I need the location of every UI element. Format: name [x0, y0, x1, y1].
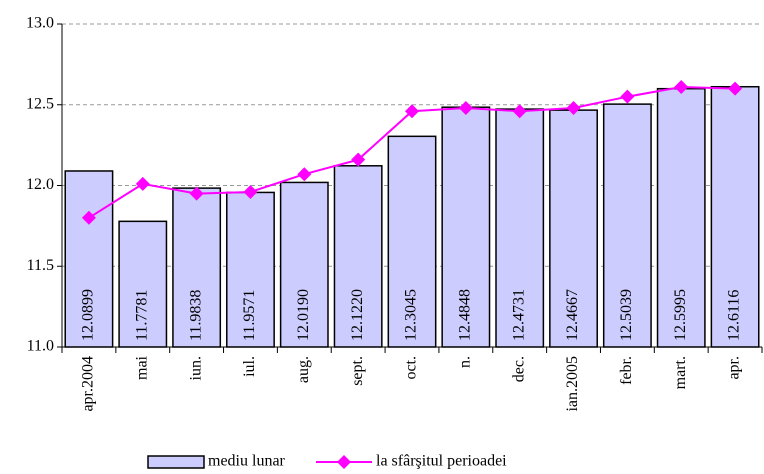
value-label: 11.7781 — [133, 290, 150, 341]
bar — [441, 106, 491, 348]
value-label: 12.6116 — [726, 290, 743, 341]
value-label: 11.9571 — [241, 290, 258, 341]
bar — [279, 181, 329, 348]
marker — [728, 81, 743, 96]
marker — [189, 186, 204, 201]
value-label: 12.5995 — [672, 289, 689, 341]
bar — [64, 170, 114, 348]
y-tick-label: 13.0 — [26, 15, 54, 32]
bar — [172, 187, 222, 348]
x-tick-label: iun. — [187, 356, 204, 380]
marker — [620, 89, 635, 104]
marker — [512, 104, 527, 119]
bar — [387, 135, 437, 348]
value-label: 12.4731 — [510, 289, 527, 341]
x-tick-label: mai — [133, 355, 150, 380]
marker — [297, 167, 312, 182]
bar — [710, 85, 760, 348]
marker — [135, 176, 150, 191]
value-label: 12.3045 — [403, 289, 420, 341]
value-label: 12.0899 — [80, 289, 97, 341]
bar — [549, 109, 598, 348]
bar — [118, 220, 168, 348]
legend-label: la sfârşitul perioadei — [376, 453, 507, 470]
y-tick-label: 11.5 — [27, 257, 54, 274]
marker — [674, 79, 689, 94]
legend-marker — [337, 455, 351, 469]
y-tick-label: 12.5 — [26, 95, 54, 112]
x-tick-label: mart. — [672, 356, 689, 389]
x-tick-label: iul. — [241, 356, 258, 377]
legend-label: mediu lunar — [208, 453, 286, 470]
x-tick-label: dec. — [510, 356, 527, 382]
x-tick-label: apr.2004 — [80, 356, 97, 412]
x-tick-label: ian.2005 — [564, 356, 581, 412]
value-label: 11.9838 — [187, 290, 204, 341]
value-label: 12.5039 — [618, 289, 635, 341]
marker — [81, 210, 96, 225]
bar — [226, 191, 275, 348]
legend-swatch — [147, 455, 205, 469]
x-tick-label: aug. — [295, 356, 312, 383]
x-tick-label: apr. — [726, 356, 743, 380]
x-tick-label: n. — [457, 356, 474, 368]
marker — [458, 100, 473, 115]
marker — [566, 100, 581, 115]
value-label: 12.4848 — [457, 289, 474, 341]
marker — [351, 152, 366, 167]
bar — [495, 108, 545, 348]
y-tick-label: 12.0 — [26, 176, 54, 193]
y-tick-label: 11.0 — [27, 338, 54, 355]
value-label: 12.0190 — [295, 289, 312, 341]
x-tick-label: sept. — [349, 356, 366, 386]
x-tick-label: febr. — [618, 356, 635, 385]
marker — [243, 184, 258, 199]
x-tick-label: oct. — [403, 356, 420, 380]
value-label: 12.1220 — [349, 289, 366, 341]
marker — [405, 104, 419, 119]
bar — [333, 165, 383, 348]
value-label: 12.4667 — [564, 289, 581, 341]
